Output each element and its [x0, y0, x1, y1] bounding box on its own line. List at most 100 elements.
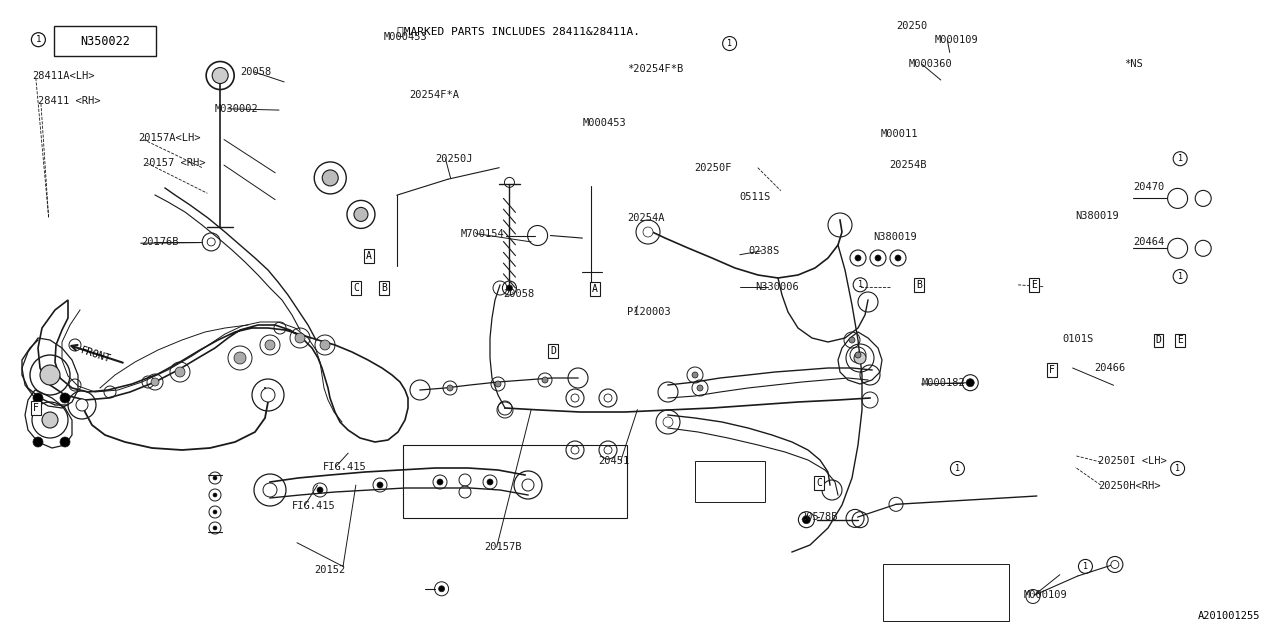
Text: F: F: [33, 403, 38, 413]
Text: FIG.415: FIG.415: [323, 462, 366, 472]
Text: *20254F*B: *20254F*B: [627, 64, 684, 74]
Circle shape: [317, 487, 323, 493]
Text: 20254A: 20254A: [627, 212, 664, 223]
Circle shape: [436, 479, 443, 485]
Circle shape: [698, 385, 703, 391]
Text: ※MARKED PARTS INCLUDES 28411&28411A.: ※MARKED PARTS INCLUDES 28411&28411A.: [397, 26, 640, 36]
Text: N380019: N380019: [873, 232, 916, 242]
Text: F: F: [1050, 365, 1055, 375]
Circle shape: [212, 493, 218, 497]
Text: 0101S: 0101S: [1062, 334, 1093, 344]
Text: M700154: M700154: [461, 228, 504, 239]
Text: A201001255: A201001255: [1198, 611, 1261, 621]
Text: A: A: [366, 251, 371, 261]
Circle shape: [212, 67, 228, 84]
Text: M000182: M000182: [922, 378, 965, 388]
Text: 20157 <RH>: 20157 <RH>: [143, 158, 206, 168]
Text: N350022: N350022: [81, 35, 129, 48]
Circle shape: [60, 437, 70, 447]
Bar: [54, 26, 156, 56]
Text: 1: 1: [36, 35, 41, 44]
Circle shape: [486, 479, 493, 485]
Circle shape: [234, 352, 246, 364]
Text: M030002: M030002: [215, 104, 259, 114]
Text: 1: 1: [955, 464, 960, 473]
Text: FRONT: FRONT: [79, 346, 113, 365]
Circle shape: [1111, 561, 1119, 568]
Text: FIG.415: FIG.415: [292, 500, 335, 511]
Circle shape: [571, 394, 579, 402]
Text: 1: 1: [727, 39, 732, 48]
Text: 0238S: 0238S: [749, 246, 780, 256]
Circle shape: [507, 285, 512, 291]
Circle shape: [175, 367, 186, 377]
Text: 20058: 20058: [503, 289, 534, 300]
Circle shape: [803, 516, 810, 524]
Text: N330006: N330006: [755, 282, 799, 292]
Text: 20157B: 20157B: [484, 542, 521, 552]
Text: 20466: 20466: [1094, 363, 1125, 373]
Bar: [695, 461, 765, 502]
Circle shape: [212, 510, 218, 514]
Text: 20250: 20250: [896, 20, 927, 31]
Circle shape: [692, 372, 698, 378]
Text: 20250J: 20250J: [435, 154, 472, 164]
Circle shape: [378, 482, 383, 488]
Text: 20176B: 20176B: [141, 237, 178, 247]
Circle shape: [42, 412, 58, 428]
Circle shape: [854, 352, 867, 364]
Text: B: B: [916, 280, 922, 290]
Circle shape: [855, 255, 861, 261]
Text: 1: 1: [1178, 272, 1183, 281]
Circle shape: [604, 394, 612, 402]
Text: 1: 1: [1178, 154, 1183, 163]
Text: C: C: [817, 478, 822, 488]
Text: 20250H<RH>: 20250H<RH>: [1098, 481, 1161, 492]
Text: C: C: [353, 283, 358, 293]
Text: N380019: N380019: [1075, 211, 1119, 221]
Circle shape: [212, 526, 218, 530]
Text: 28411 <RH>: 28411 <RH>: [38, 96, 101, 106]
Text: 1: 1: [1175, 464, 1180, 473]
Text: M000453: M000453: [384, 32, 428, 42]
Circle shape: [60, 393, 70, 403]
Text: 20254B: 20254B: [890, 160, 927, 170]
Text: 20157A<LH>: 20157A<LH>: [138, 132, 201, 143]
Circle shape: [33, 437, 44, 447]
Text: 1: 1: [1083, 562, 1088, 571]
Bar: [403, 445, 627, 518]
Text: 28411A<LH>: 28411A<LH>: [32, 70, 95, 81]
Text: 20058: 20058: [241, 67, 271, 77]
Circle shape: [320, 340, 330, 350]
Circle shape: [355, 207, 367, 221]
Circle shape: [265, 340, 275, 350]
Text: 20254F*A: 20254F*A: [410, 90, 460, 100]
Circle shape: [447, 385, 453, 391]
Text: D: D: [1156, 335, 1161, 346]
Circle shape: [876, 255, 881, 261]
Circle shape: [212, 476, 218, 480]
Text: M000109: M000109: [934, 35, 978, 45]
Text: 20451: 20451: [598, 456, 628, 466]
Text: A: A: [593, 284, 598, 294]
Text: 20152: 20152: [315, 564, 346, 575]
Circle shape: [663, 417, 673, 427]
Circle shape: [966, 379, 974, 387]
Text: 20250F: 20250F: [694, 163, 731, 173]
Text: E: E: [1032, 280, 1037, 290]
Bar: [883, 564, 1009, 621]
Text: 20578B: 20578B: [800, 512, 837, 522]
Circle shape: [294, 333, 305, 343]
Circle shape: [33, 393, 44, 403]
Circle shape: [604, 446, 612, 454]
Text: 0511S: 0511S: [740, 192, 771, 202]
Circle shape: [541, 377, 548, 383]
Circle shape: [439, 586, 444, 592]
Circle shape: [40, 365, 60, 385]
Circle shape: [151, 378, 159, 386]
Circle shape: [522, 479, 534, 491]
Text: 20250I <LH>: 20250I <LH>: [1098, 456, 1167, 466]
Circle shape: [323, 170, 338, 186]
Circle shape: [895, 255, 901, 261]
Text: M000109: M000109: [1024, 590, 1068, 600]
